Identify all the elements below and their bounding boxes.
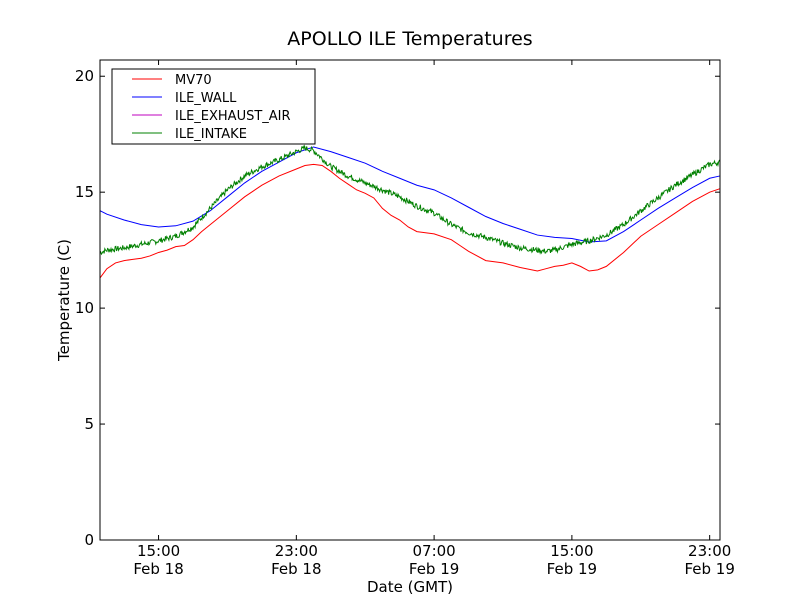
legend-label: ILE_INTAKE [175,127,247,142]
y-axis-ticks: 0 5 10 15 20 [75,67,720,549]
chart-title: APOLLO ILE Temperatures [287,28,532,50]
y-tick-label: 20 [75,67,94,85]
x-tick-time-label: 07:00 [412,542,455,560]
series-line-ile-wall [99,146,721,243]
y-tick-label: 0 [84,531,94,549]
legend-label: MV70 [175,73,212,88]
x-tick-date-label: Feb 19 [409,560,459,578]
x-tick-time-label: 15:00 [550,542,593,560]
legend: MV70 ILE_WALL ILE_EXHAUST_AIR ILE_INTAKE [111,68,316,145]
series-line-mv70 [99,163,721,279]
x-tick-date-label: Feb 19 [684,560,734,578]
x-tick-date-label: Feb 19 [547,560,597,578]
y-tick-label: 15 [75,183,94,201]
x-tick-date-label: Feb 18 [133,560,183,578]
x-tick-time-label: 23:00 [688,542,731,560]
x-tick-time-label: 15:00 [137,542,180,560]
legend-label: ILE_WALL [175,91,237,106]
x-tick-date-label: Feb 18 [271,560,321,578]
legend-label: ILE_EXHAUST_AIR [175,109,291,124]
x-axis-label: Date (GMT) [367,578,453,596]
y-tick-label: 10 [75,299,94,317]
y-axis-label: Temperature (C) [55,239,73,362]
legend-box [111,68,316,145]
series-group [99,144,721,279]
series-line-ile-intake [99,144,721,256]
y-tick-label: 5 [84,415,94,433]
x-tick-time-label: 23:00 [275,542,318,560]
plot-frame [99,59,721,541]
